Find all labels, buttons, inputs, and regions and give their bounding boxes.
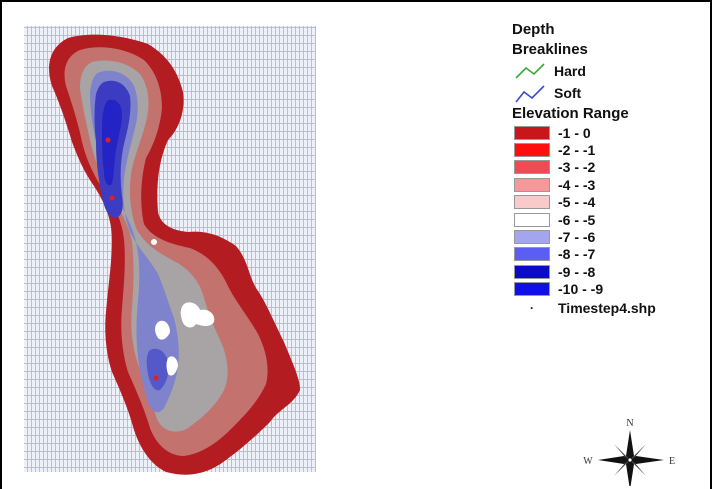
color-swatch — [514, 230, 550, 245]
timestep-point — [105, 137, 111, 143]
color-swatch — [514, 125, 550, 140]
elevation-class-label: -2 - -1 — [558, 142, 596, 159]
shoal-white-2 — [166, 356, 178, 376]
bathymetry-map — [24, 26, 316, 475]
elevation-class-label: -5 - -4 — [558, 194, 596, 211]
elevation-class-label: -3 - -2 — [558, 159, 596, 176]
elevation-class-item: -5 - -4 — [514, 194, 656, 211]
depth-band-south — [146, 348, 169, 391]
elevation-class-label: -7 - -6 — [558, 229, 596, 246]
elevation-class-item: -1 - 0 — [514, 124, 656, 141]
hard-breakline-icon — [515, 63, 545, 79]
color-swatch — [514, 177, 550, 192]
elevation-class-item: -4 - -3 — [514, 176, 656, 193]
elevation-class-item: -6 - -5 — [514, 211, 656, 228]
elevation-range-heading: Elevation Range — [512, 105, 629, 122]
color-swatch — [514, 195, 550, 210]
breakline-soft-label: Soft — [554, 85, 582, 101]
color-swatch — [514, 282, 550, 297]
shoal-white — [155, 320, 170, 340]
color-swatch — [514, 143, 550, 158]
point-layer-item: · Timestep4.shp — [514, 298, 656, 318]
compass-e-label: E — [669, 456, 675, 467]
map-legend: Depth Breaklines Hard Soft Elevation Ran… — [512, 20, 656, 318]
elevation-class-label: -6 - -5 — [558, 211, 596, 228]
compass-n-label: N — [626, 418, 633, 429]
soft-breakline-icon — [515, 85, 545, 103]
point-symbol-icon: · — [530, 300, 534, 315]
elevation-class-label: -9 - -8 — [558, 263, 596, 280]
elevation-class-label: -4 - -3 — [558, 176, 596, 193]
breakline-hard-label: Hard — [554, 63, 586, 79]
compass-rose-icon — [598, 430, 664, 486]
elevation-class-item: -10 - -9 — [514, 281, 656, 298]
elevation-class-list: -1 - 0 -2 - -1 -3 - -2 -4 - -3 -5 - -4 -6 - -… — [512, 124, 656, 298]
legend-title: Depth — [512, 21, 555, 38]
color-swatch — [514, 264, 550, 279]
elevation-class-item: -3 - -2 — [514, 159, 656, 176]
color-swatch — [514, 212, 550, 227]
timestep-point — [153, 375, 159, 381]
compass-w-label: W — [583, 456, 593, 467]
elevation-class-label: -10 - -9 — [558, 281, 604, 298]
breakline-hard-item: Hard — [514, 60, 656, 82]
timestep-point — [151, 239, 157, 245]
color-swatch — [514, 160, 550, 175]
elevation-class-item: -7 - -6 — [514, 228, 656, 245]
timestep-point — [109, 195, 115, 201]
depth-band-deepest — [102, 99, 122, 186]
point-layer-label: Timestep4.shp — [558, 299, 656, 316]
elevation-class-item: -2 - -1 — [514, 141, 656, 158]
elevation-class-item: -9 - -8 — [514, 263, 656, 280]
north-arrow: N W E — [583, 418, 675, 486]
elevation-class-label: -8 - -7 — [558, 246, 596, 263]
elevation-class-label: -1 - 0 — [558, 124, 591, 141]
elevation-class-item: -8 - -7 — [514, 246, 656, 263]
breaklines-heading: Breaklines — [512, 41, 588, 58]
color-swatch — [514, 247, 550, 262]
breakline-soft-item: Soft — [514, 82, 656, 104]
island-shoal — [180, 302, 215, 328]
